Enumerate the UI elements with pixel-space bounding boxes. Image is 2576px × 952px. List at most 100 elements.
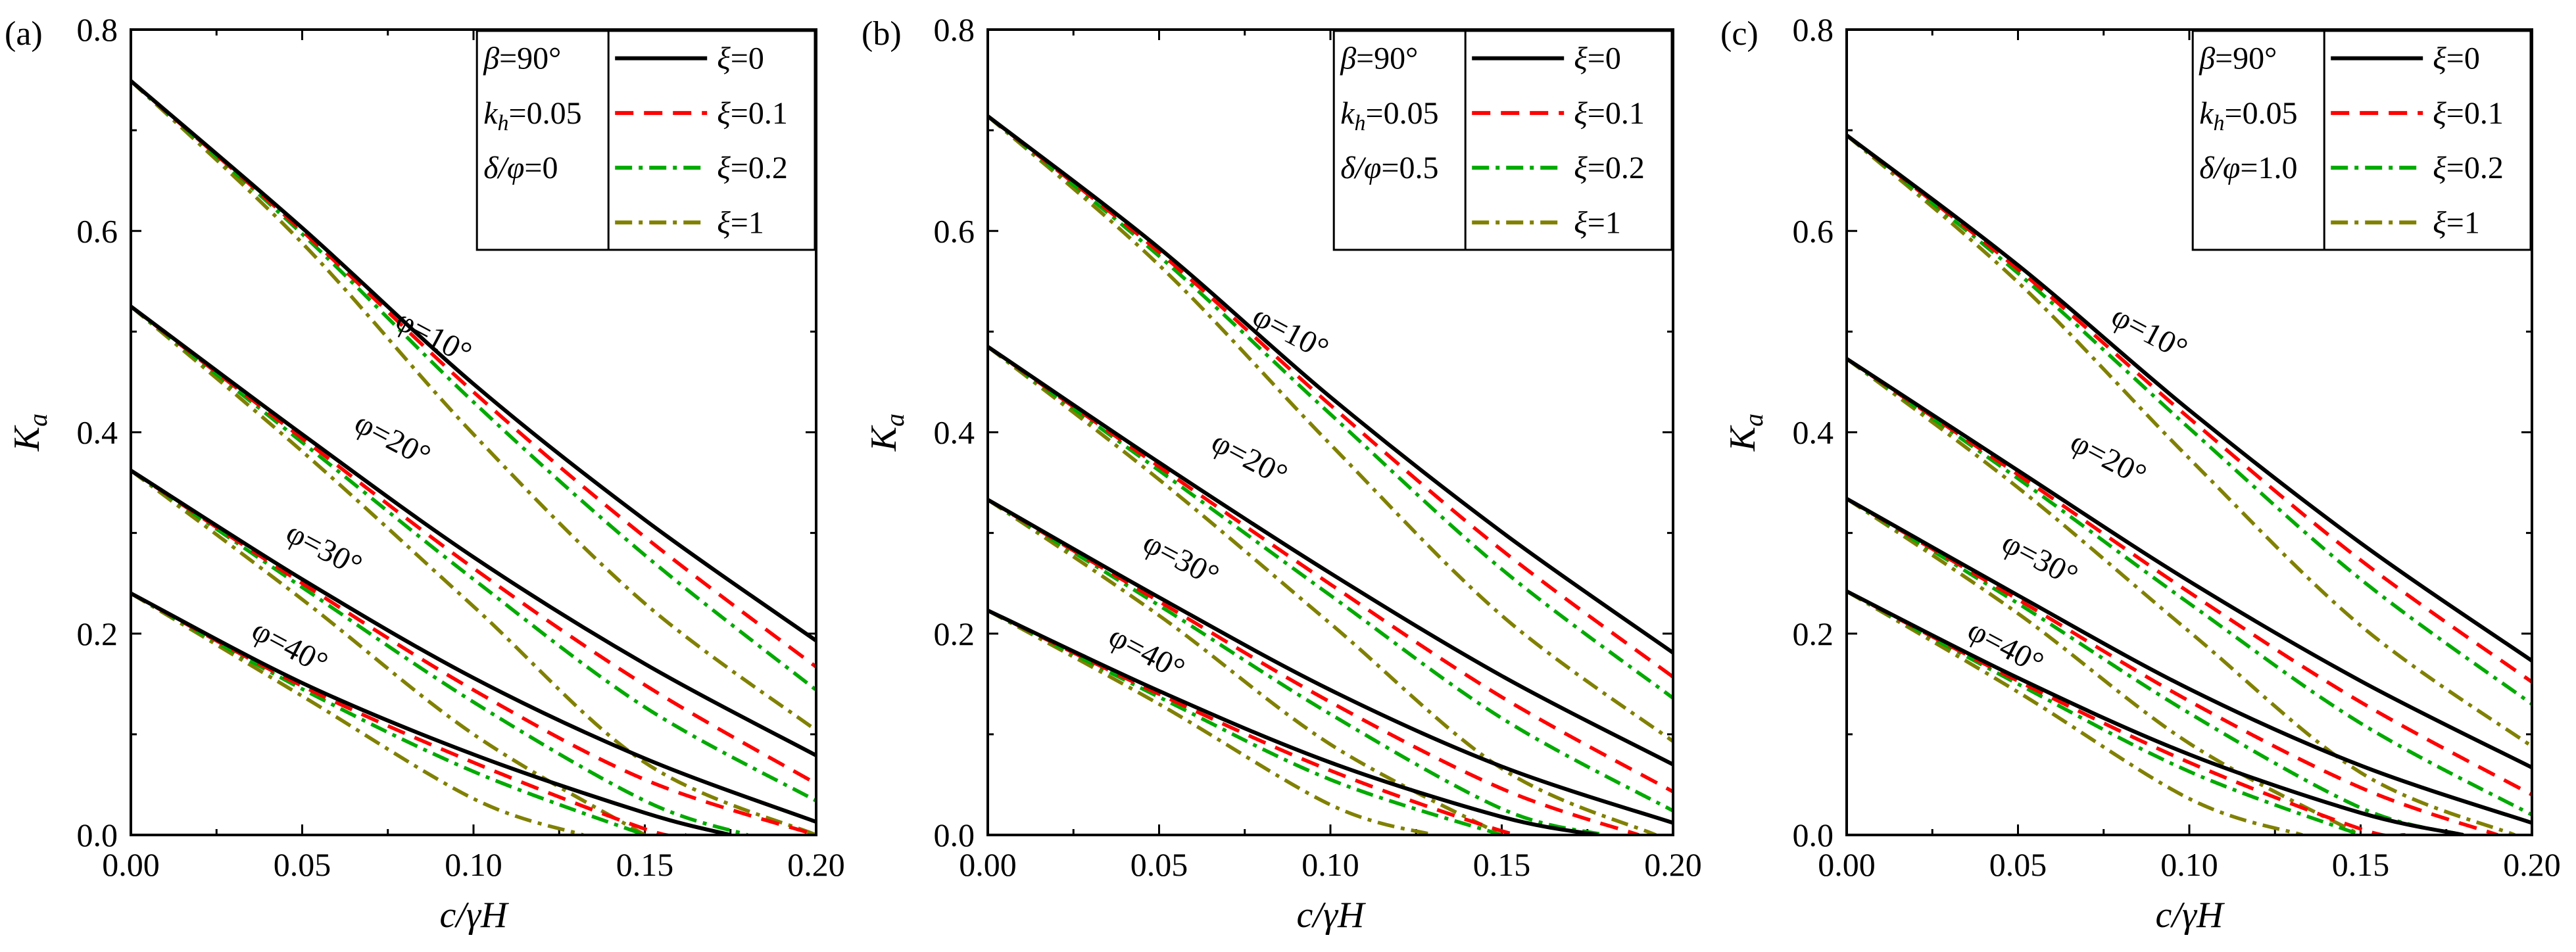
x-tick-label: 0.15 xyxy=(1473,846,1531,883)
legend-entry: ξ=1 xyxy=(1574,205,1621,240)
y-tick-label: 0.2 xyxy=(934,615,975,652)
series-line-xi-1 xyxy=(131,469,646,835)
series-line-xi-0_2 xyxy=(988,498,1605,835)
curve-family xyxy=(131,304,816,835)
series-line-xi-0_2 xyxy=(1847,133,2532,706)
series-line-xi-0 xyxy=(988,608,1598,835)
legend-parameter: δ/φ=0.5 xyxy=(1340,151,1438,185)
y-tick-label: 0.4 xyxy=(934,414,975,451)
legend-box xyxy=(2191,30,2532,251)
series-line-xi-0 xyxy=(988,498,1673,825)
x-tick-label: 0.00 xyxy=(1818,846,1876,883)
x-tick-label: 0.20 xyxy=(1644,846,1702,883)
series-line-xi-0_1 xyxy=(131,469,816,835)
series-line-xi-0 xyxy=(131,304,816,757)
series-line-xi-1 xyxy=(988,114,1673,743)
y-tick-label: 0.8 xyxy=(934,11,975,48)
legend: β=90° kh=0.05 δ/φ=0 ξ=0 ξ=0.1 ξ=0.2 ξ=1 xyxy=(475,30,816,251)
panel-label: (b) xyxy=(862,15,902,53)
curve-label: φ=20° xyxy=(1206,424,1294,492)
y-tick-label: 0.0 xyxy=(77,817,118,853)
y-tick-label: 0.8 xyxy=(77,11,118,48)
legend: β=90° kh=0.05 δ/φ=0.5 ξ=0 ξ=0.1 ξ=0.2 ξ=1 xyxy=(1332,30,1673,251)
x-tick-label: 0.05 xyxy=(1989,846,2047,883)
legend-entry: ξ=0.1 xyxy=(717,96,788,131)
panel-label: (c) xyxy=(1720,15,1759,53)
plot-frame xyxy=(1845,28,2533,836)
legend-entry: ξ=1 xyxy=(2433,205,2480,240)
curves xyxy=(988,114,1673,835)
chart-panel-a: 0.00 0.05 0.10 0.15 0.20 0.0 0.2 0.4 0.6 0.8 φ=10°… xyxy=(5,11,845,936)
series-line-xi-0_2 xyxy=(131,469,748,835)
y-axis-title: Ka xyxy=(1722,414,1768,452)
curves xyxy=(1847,133,2532,835)
curve-label: φ=10° xyxy=(1247,298,1334,367)
legend-entry: ξ=1 xyxy=(717,205,764,240)
series-line-xi-0_2 xyxy=(988,345,1673,813)
series-line-xi-0 xyxy=(988,345,1673,767)
y-tick-label: 0.4 xyxy=(77,414,118,451)
curve-family xyxy=(988,345,1673,835)
x-tick-label: 0.10 xyxy=(2160,846,2218,883)
curve-family xyxy=(1847,589,2464,835)
panel-label: (a) xyxy=(5,15,43,53)
plot-frame xyxy=(130,28,817,836)
legend: β=90° kh=0.05 δ/φ=1.0 ξ=0 ξ=0.1 ξ=0.2 ξ=1 xyxy=(2191,30,2532,251)
series-line-xi-0 xyxy=(1847,496,2532,825)
x-tick-label: 0.15 xyxy=(616,846,674,883)
y-tick-label: 0.2 xyxy=(77,615,118,652)
series-line-xi-0_1 xyxy=(1847,497,2498,835)
series-line-xi-0_2 xyxy=(988,609,1503,835)
legend-parameter: δ/φ=1.0 xyxy=(2199,151,2297,185)
legend-parameter: kh=0.05 xyxy=(483,96,581,135)
y-axis-title: Ka xyxy=(7,414,53,452)
series-line-xi-0_2 xyxy=(1847,590,2362,835)
series-line-xi-1 xyxy=(131,304,816,835)
y-tick-label: 0.4 xyxy=(1793,414,1834,451)
x-axis-title: c/γH xyxy=(440,895,509,936)
curve-family xyxy=(131,591,731,835)
legend-parameter: β=90° xyxy=(2199,41,2277,76)
legend-entry: ξ=0 xyxy=(1574,41,1621,76)
legend-parameter: kh=0.05 xyxy=(2199,96,2297,135)
y-tick-label: 0.0 xyxy=(1793,817,1834,853)
x-tick-label: 0.20 xyxy=(2503,846,2561,883)
x-tick-label: 0.10 xyxy=(1301,846,1359,883)
series-line-xi-0_1 xyxy=(988,498,1640,835)
series-line-xi-0 xyxy=(131,469,816,824)
curve-family xyxy=(131,79,816,732)
series-line-xi-1 xyxy=(1847,133,2532,748)
curve-label: φ=30° xyxy=(1997,525,2084,594)
legend-parameter: β=90° xyxy=(1340,41,1418,76)
legend-entry: ξ=0.1 xyxy=(2433,96,2504,131)
series-line-xi-0_2 xyxy=(131,592,646,835)
series-line-xi-1 xyxy=(1847,357,2515,835)
y-tick-label: 0.2 xyxy=(1793,615,1834,652)
series-line-xi-0 xyxy=(1847,357,2532,770)
x-tick-label: 0.05 xyxy=(274,846,331,883)
curve-label: φ=30° xyxy=(1138,525,1225,594)
legend-entry: ξ=0 xyxy=(2433,41,2480,76)
y-axis-title: Ka xyxy=(863,414,910,452)
x-tick-label: 0.05 xyxy=(1130,846,1188,883)
series-line-xi-0 xyxy=(988,114,1673,655)
series-line-xi-0_2 xyxy=(1847,357,2532,817)
x-tick-label: 0.10 xyxy=(445,846,502,883)
series-line-xi-1 xyxy=(1847,590,2303,835)
curve-label: φ=10° xyxy=(390,302,477,371)
y-tick-label: 0.8 xyxy=(1793,11,1834,48)
chart-panel-c: 0.00 0.05 0.10 0.15 0.200.00.20.40.60.8φ=10°… xyxy=(1720,11,2561,936)
legend-entry: ξ=0.2 xyxy=(1574,151,1645,185)
legend-parameter: β=90° xyxy=(483,41,561,76)
legend-entry: ξ=0.2 xyxy=(2433,151,2504,185)
series-line-xi-0_2 xyxy=(1847,497,2464,835)
y-tick-label: 0.6 xyxy=(77,212,118,249)
curve-family xyxy=(988,498,1673,835)
legend-parameter: δ/φ=0 xyxy=(483,151,558,185)
x-tick-label: 0.00 xyxy=(959,846,1017,883)
chart-panel-b: 0.00 0.05 0.10 0.15 0.20 0.0 0.2 0.4 0.6 0.8 φ=10°… xyxy=(862,11,1702,936)
series-line-xi-0_1 xyxy=(988,114,1673,678)
x-tick-label: 0.15 xyxy=(2332,846,2390,883)
series-line-xi-0_1 xyxy=(1847,133,2532,684)
